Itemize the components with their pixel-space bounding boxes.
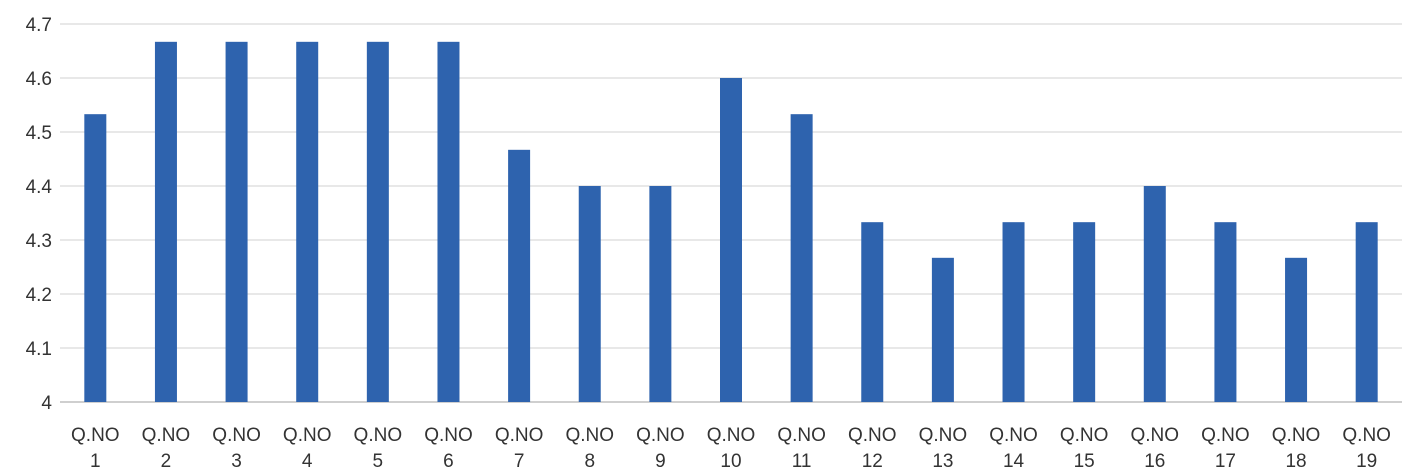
- y-axis-ticks: 4 4.1 4.2 4.3 4.4 4.5 4.6 4.7: [26, 15, 53, 414]
- x-tick-label: Q.NO: [283, 425, 332, 446]
- x-tick-label: Q.NO: [1131, 425, 1180, 446]
- x-tick-label: 16: [1144, 451, 1165, 472]
- x-tick-label: Q.NO: [1060, 425, 1109, 446]
- y-tick-label: 4.2: [26, 285, 52, 306]
- x-tick-label: 18: [1285, 451, 1306, 472]
- x-tick-label: 6: [443, 451, 454, 472]
- bar: [931, 257, 954, 402]
- x-tick-label: Q.NO: [636, 425, 685, 446]
- x-tick-label: Q.NO: [777, 425, 826, 446]
- y-tick-label: 4.1: [26, 339, 52, 360]
- y-tick-label: 4.3: [26, 231, 52, 252]
- x-tick-label: 5: [373, 451, 384, 472]
- x-tick-label: 13: [932, 451, 953, 472]
- x-tick-label: Q.NO: [565, 425, 614, 446]
- x-tick-label: Q.NO: [424, 425, 473, 446]
- bar: [578, 186, 601, 402]
- x-tick-label: Q.NO: [989, 425, 1038, 446]
- bar: [1143, 186, 1166, 402]
- x-tick-label: 4: [302, 451, 313, 472]
- x-tick-label: 12: [862, 451, 883, 472]
- bar: [649, 186, 672, 402]
- bar: [1073, 222, 1096, 402]
- x-tick-label: 15: [1074, 451, 1095, 472]
- x-tick-label: Q.NO: [212, 425, 261, 446]
- x-tick-label: Q.NO: [495, 425, 544, 446]
- x-axis-ticks: Q.NO 1 Q.NO 2 Q.NO 3 Q.NO 4 Q.NO 5 Q.NO 6 Q.NO 7 Q.NO 8…: [71, 425, 1391, 472]
- y-tick-label: 4.6: [26, 69, 52, 90]
- x-tick-label: Q.NO: [1272, 425, 1321, 446]
- bar: [790, 114, 813, 403]
- bar: [1214, 222, 1237, 402]
- x-tick-label: 11: [792, 451, 812, 472]
- x-tick-label: 2: [161, 451, 172, 472]
- bars: [84, 41, 1378, 403]
- y-tick-label: 4.4: [26, 177, 53, 198]
- x-tick-label: Q.NO: [707, 425, 756, 446]
- x-tick-label: Q.NO: [142, 425, 191, 446]
- x-tick-label: 9: [655, 451, 666, 472]
- x-tick-label: Q.NO: [1201, 425, 1250, 446]
- bar: [84, 114, 107, 403]
- y-tick-label: 4: [41, 393, 52, 414]
- bar: [861, 222, 884, 402]
- x-tick-label: 14: [1003, 451, 1025, 472]
- x-tick-label: Q.NO: [354, 425, 403, 446]
- bar: [1002, 222, 1025, 402]
- x-tick-label: 1: [90, 451, 101, 472]
- bar: [296, 41, 319, 402]
- x-tick-label: 19: [1356, 451, 1377, 472]
- y-tick-label: 4.5: [26, 123, 52, 144]
- x-tick-label: Q.NO: [919, 425, 968, 446]
- x-tick-label: 8: [584, 451, 595, 472]
- x-tick-label: Q.NO: [71, 425, 120, 446]
- x-tick-label: 7: [514, 451, 525, 472]
- bar: [366, 41, 389, 402]
- x-tick-label: 17: [1215, 451, 1236, 472]
- x-tick-label: 3: [231, 451, 242, 472]
- bar: [1285, 257, 1308, 402]
- y-tick-label: 4.7: [26, 15, 52, 36]
- bar: [154, 41, 177, 402]
- bar: [437, 41, 460, 402]
- bar: [1355, 222, 1378, 402]
- bar: [225, 41, 248, 402]
- bar: [508, 149, 531, 402]
- x-tick-label: 10: [720, 451, 741, 472]
- x-tick-label: Q.NO: [1342, 425, 1391, 446]
- x-tick-label: Q.NO: [848, 425, 897, 446]
- bar: [720, 78, 742, 402]
